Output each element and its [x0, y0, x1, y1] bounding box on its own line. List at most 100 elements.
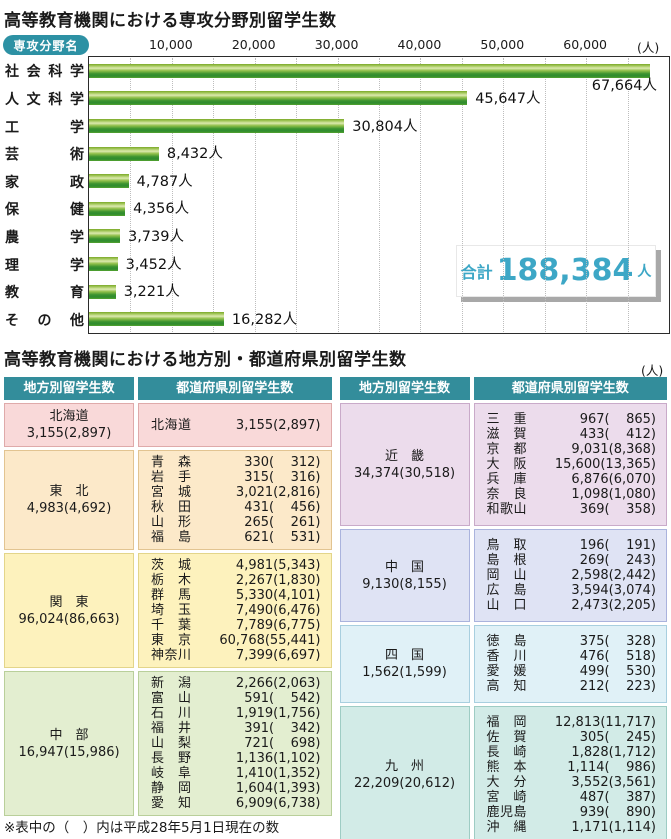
prefecture-name: 山梨: [151, 736, 191, 751]
table-row: 中 部 16,947(15,986) 新潟 2,266(2,063) 富山 591( 54…: [4, 671, 332, 816]
prefecture-line: 岩手 315( 316): [151, 470, 321, 485]
region-total: 1,562(1,599): [362, 665, 447, 680]
prefecture-name: 東京: [151, 633, 191, 648]
gridline: [337, 58, 339, 332]
region-name: 九 州: [384, 759, 424, 774]
gridline: [627, 58, 629, 332]
prefecture-value: 212( 223): [579, 679, 656, 694]
prefecture-name: 群馬: [151, 588, 191, 603]
bar-value-label: 30,804人: [352, 118, 418, 135]
prefecture-line: 奈良 1,098(1,080): [487, 487, 657, 502]
header-region-students: 地方別留学生数: [4, 377, 134, 400]
prefecture-value: 3,552(3,561): [571, 775, 656, 790]
region-total: 9,130(8,155): [362, 576, 447, 592]
bar-value-label: 45,647人: [475, 90, 541, 107]
bar: [89, 201, 126, 216]
region-total: 3,155(2,897): [26, 426, 112, 441]
gridline: [130, 58, 132, 332]
prefecture-value: 15,600(13,365): [554, 457, 656, 472]
bar: [89, 91, 468, 106]
prefecture-value: 375( 328): [579, 634, 656, 649]
prefecture-name: 高知: [486, 679, 527, 694]
bar-value-label: 67,664人: [591, 77, 657, 94]
prefecture-line: 岐阜 1,410(1,352): [151, 766, 321, 781]
prefecture-name: 青森: [151, 455, 191, 470]
prefecture-value: 391( 342): [244, 721, 321, 736]
region-name: 近 畿: [384, 448, 424, 464]
prefecture-name: 島根: [486, 553, 527, 568]
prefecture-line: 群馬 5,330(4,101): [151, 588, 321, 603]
x-tick-label: 20,000: [231, 37, 276, 52]
prefecture-name: 広島: [486, 583, 527, 598]
prefecture-name: 愛知: [151, 796, 191, 811]
prefecture-name: 千葉: [151, 618, 191, 633]
prefecture-line: 北海道 3,155(2,897): [151, 418, 321, 433]
prefecture-name: 岡山: [486, 568, 527, 583]
prefecture-value: 1,410(1,352): [235, 766, 321, 781]
prefecture-value: 499( 530): [579, 664, 656, 679]
prefecture-value: 4,981(5,343): [235, 558, 321, 573]
prefecture-value: 3,155(2,897): [235, 417, 321, 433]
prefecture-line: 愛知 6,909(6,738): [151, 796, 321, 811]
gridline: [586, 58, 588, 332]
bar-value-label: 3,452人: [125, 256, 182, 273]
gridline: [420, 58, 422, 332]
prefecture-value: 6,909(6,738): [235, 796, 321, 811]
region-cell: 中 国 9,130(8,155): [339, 529, 470, 622]
region-cell: 関 東 96,024(86,663): [4, 553, 134, 668]
prefecture-name: 茨城: [151, 558, 191, 573]
gridline: [171, 58, 173, 332]
prefecture-line: 福島 621( 531): [151, 530, 321, 545]
category-label: 芸術: [5, 147, 84, 164]
prefecture-line: 兵庫 6,876(6,070): [487, 472, 657, 487]
prefecture-line: 神奈川 7,399(6,697): [151, 648, 321, 663]
footnote: ※表中の（ ）内は平成28年5月1日現在の数: [4, 820, 280, 836]
prefecture-line: 愛媛 499( 530): [487, 664, 657, 679]
prefecture-cell: 北海道 3,155(2,897): [138, 403, 332, 447]
prefecture-line: 岡山 2,598(2,442): [487, 568, 657, 583]
prefecture-value: 60,768(55,441): [219, 633, 321, 648]
prefecture-line: 福井 391( 342): [151, 721, 321, 736]
prefecture-line: 山梨 721( 698): [151, 736, 321, 751]
prefecture-value: 3,021(2,816): [235, 485, 321, 500]
bar-value-label: 3,221人: [123, 284, 180, 301]
prefecture-value: 7,789(6,775): [235, 618, 321, 633]
prefecture-line: 京都 9,031(8,368): [487, 442, 657, 457]
prefecture-value: 476( 518): [579, 649, 656, 664]
prefecture-value: 315( 316): [244, 470, 321, 485]
prefecture-value: 12,813(11,717): [554, 715, 656, 730]
total-label: 合計: [460, 263, 493, 282]
prefecture-name: 大阪: [486, 457, 527, 472]
region-name: 中 国: [384, 559, 424, 575]
region-cell: 近 畿 34,374(30,518): [339, 403, 470, 526]
prefecture-value: 591( 542): [244, 691, 321, 706]
gridline: [503, 58, 505, 332]
prefecture-value: 369( 358): [579, 502, 656, 517]
total-value: 188,384: [496, 253, 634, 288]
prefecture-name: 神奈川: [151, 648, 191, 663]
prefecture-value: 3,594(3,074): [571, 583, 656, 598]
prefecture-value: 265( 261): [244, 515, 321, 530]
prefecture-line: 鳥取 196( 191): [487, 538, 657, 553]
prefecture-value: 939( 890): [579, 805, 656, 820]
prefecture-value: 1,114( 986): [567, 760, 656, 775]
prefecture-name: 福岡: [486, 715, 527, 730]
prefecture-name: 宮崎: [486, 790, 527, 805]
prefecture-line: 三重 967( 865): [487, 412, 657, 427]
prefecture-value: 431( 456): [244, 500, 321, 515]
prefecture-cell: 三重 967( 865) 滋賀 433( 412) 京都 9,031(8,368) 大阪 15…: [473, 403, 667, 526]
table-header-row: 地方別留学生数 都道府県別留学生数: [339, 377, 667, 400]
bar-value-label: 4,787人: [136, 173, 193, 190]
region-name: 北海道: [49, 409, 89, 424]
prefecture-name: 香川: [486, 649, 527, 664]
prefecture-name: 秋田: [151, 500, 191, 515]
prefecture-value: 2,473(2,205): [571, 598, 656, 613]
category-label: 工学: [5, 119, 84, 136]
gridline: [296, 58, 298, 332]
gridline: [379, 58, 380, 332]
prefecture-value: 5,330(4,101): [235, 588, 321, 603]
prefecture-name: 福井: [151, 721, 191, 736]
prefecture-line: 長崎 1,828(1,712): [487, 745, 657, 760]
region-name: 関 東: [49, 594, 89, 610]
prefecture-name: 静岡: [151, 781, 191, 796]
